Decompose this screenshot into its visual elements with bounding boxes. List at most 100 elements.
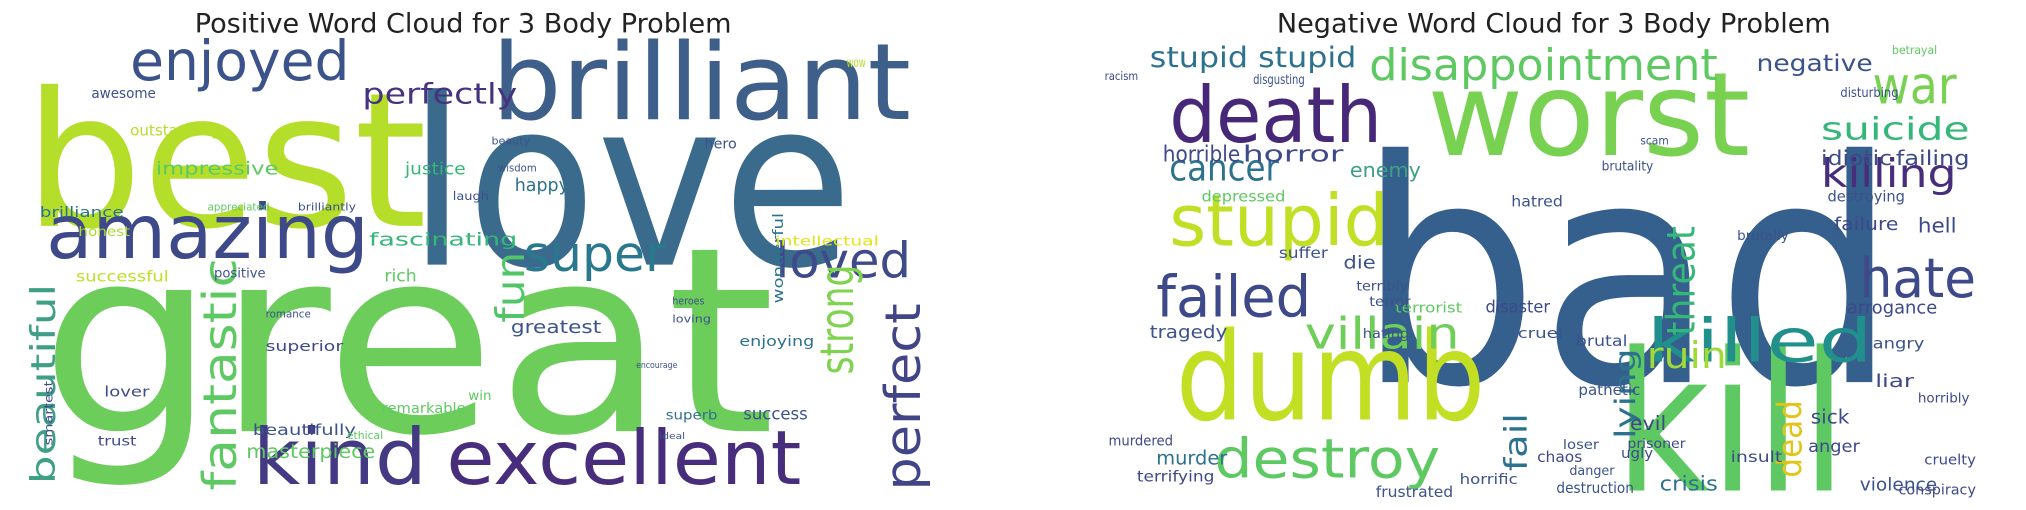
word: villain [1305, 309, 1460, 360]
word: best [24, 53, 427, 271]
word: chaos [1537, 448, 1582, 466]
word: hatred [1511, 193, 1563, 211]
word: horribly [1918, 392, 1970, 407]
word: destroying [1828, 187, 1905, 205]
word: destroy [1214, 428, 1440, 491]
word: loving [672, 314, 711, 326]
word: beautifully [253, 421, 356, 439]
word: fail [1499, 413, 1535, 471]
word: conspiracy [1899, 482, 1976, 498]
word: enjoying [739, 334, 814, 350]
word: enjoyed [130, 29, 349, 94]
word: justice [404, 158, 466, 178]
word: hate [1860, 247, 1976, 310]
word: hating [1363, 327, 1409, 342]
word: success [743, 404, 808, 424]
word: greatest [511, 317, 601, 338]
word: intellectual [775, 234, 878, 249]
word: prisoner [1627, 437, 1686, 452]
word: betrayal [1892, 43, 1937, 57]
word: kind [253, 413, 427, 503]
word: terrorist [1395, 300, 1463, 316]
word: terror [1369, 295, 1411, 310]
word: rich [384, 265, 416, 285]
word: strong [810, 265, 864, 375]
word: idiotic [1821, 146, 1892, 170]
word: remarkable [382, 401, 466, 417]
word: lying [1609, 349, 1642, 439]
word: ideal [659, 432, 685, 442]
word: superior [266, 339, 344, 355]
word: cruelty [1924, 453, 1976, 469]
word: hell [1918, 213, 1957, 237]
word: ethical [347, 430, 383, 442]
word: failure [1834, 214, 1899, 235]
word: cruel [1518, 326, 1563, 342]
word: encourage [636, 361, 678, 371]
word: frustrated [1376, 483, 1453, 501]
word: win [468, 389, 491, 404]
word: evil [1630, 412, 1666, 435]
word: awesome [91, 86, 156, 102]
word: super [524, 225, 667, 283]
word: excellent [446, 415, 801, 502]
word: hero [704, 136, 736, 152]
word: smartest [42, 380, 56, 445]
word: wisdom [498, 163, 537, 175]
panel-background [24, 49, 921, 500]
word: wow [846, 56, 865, 71]
word: horror [1243, 142, 1345, 167]
word: loved [775, 232, 911, 290]
word: horrible [1163, 142, 1240, 167]
word: positive [214, 267, 266, 282]
word: brutally [1737, 229, 1789, 244]
word: scam [1640, 134, 1668, 148]
word: danger [1569, 464, 1615, 479]
word: lover [104, 384, 149, 400]
word: dead [1771, 400, 1810, 477]
word: worst [1427, 48, 1750, 183]
word: fascinating [369, 229, 517, 250]
word: arrogance [1847, 298, 1937, 319]
word: honest [78, 225, 130, 240]
word: violence [1860, 475, 1937, 496]
word: bad [1356, 95, 1898, 456]
word: dumb [1176, 306, 1486, 449]
word: sick [1811, 405, 1851, 428]
word: failing [1896, 146, 1970, 170]
word: great [40, 191, 776, 492]
word: disappointment [1369, 40, 1718, 91]
word: tragedy [1150, 322, 1228, 343]
word: laugh [453, 189, 489, 203]
word: love [408, 49, 853, 320]
word: angry [1873, 335, 1925, 353]
word: happy [515, 175, 570, 196]
word: murder [1156, 447, 1227, 470]
word: successful [76, 267, 169, 285]
word: destruction [1556, 479, 1633, 497]
word: fantastic [193, 258, 247, 490]
word: kill [1615, 311, 1847, 506]
word: disgusting [1253, 73, 1305, 88]
panel-title: Positive Word Cloud for 3 Body Problem [195, 8, 732, 39]
word: horrific [1460, 472, 1518, 488]
word: disturbing [1840, 86, 1898, 101]
word: suicide [1821, 111, 1969, 147]
panel-title: Negative Word Cloud for 3 Body Problem [1277, 8, 1831, 39]
word: killing [1821, 152, 1957, 197]
word: brutality [1602, 159, 1654, 174]
word: brilliant [492, 21, 912, 144]
word: ruin [1647, 334, 1727, 377]
word: disaster [1485, 296, 1550, 316]
word: terrifying [1137, 467, 1214, 485]
word: suffer [1279, 244, 1329, 262]
word: outstanding [130, 122, 220, 140]
word: brilliance [40, 205, 124, 221]
word: insult [1731, 448, 1783, 466]
word: negative [1757, 50, 1873, 77]
panel-background [1098, 49, 2011, 500]
word: brilliantly [298, 201, 356, 213]
word: fun [489, 252, 534, 323]
word: crisis [1660, 472, 1718, 496]
